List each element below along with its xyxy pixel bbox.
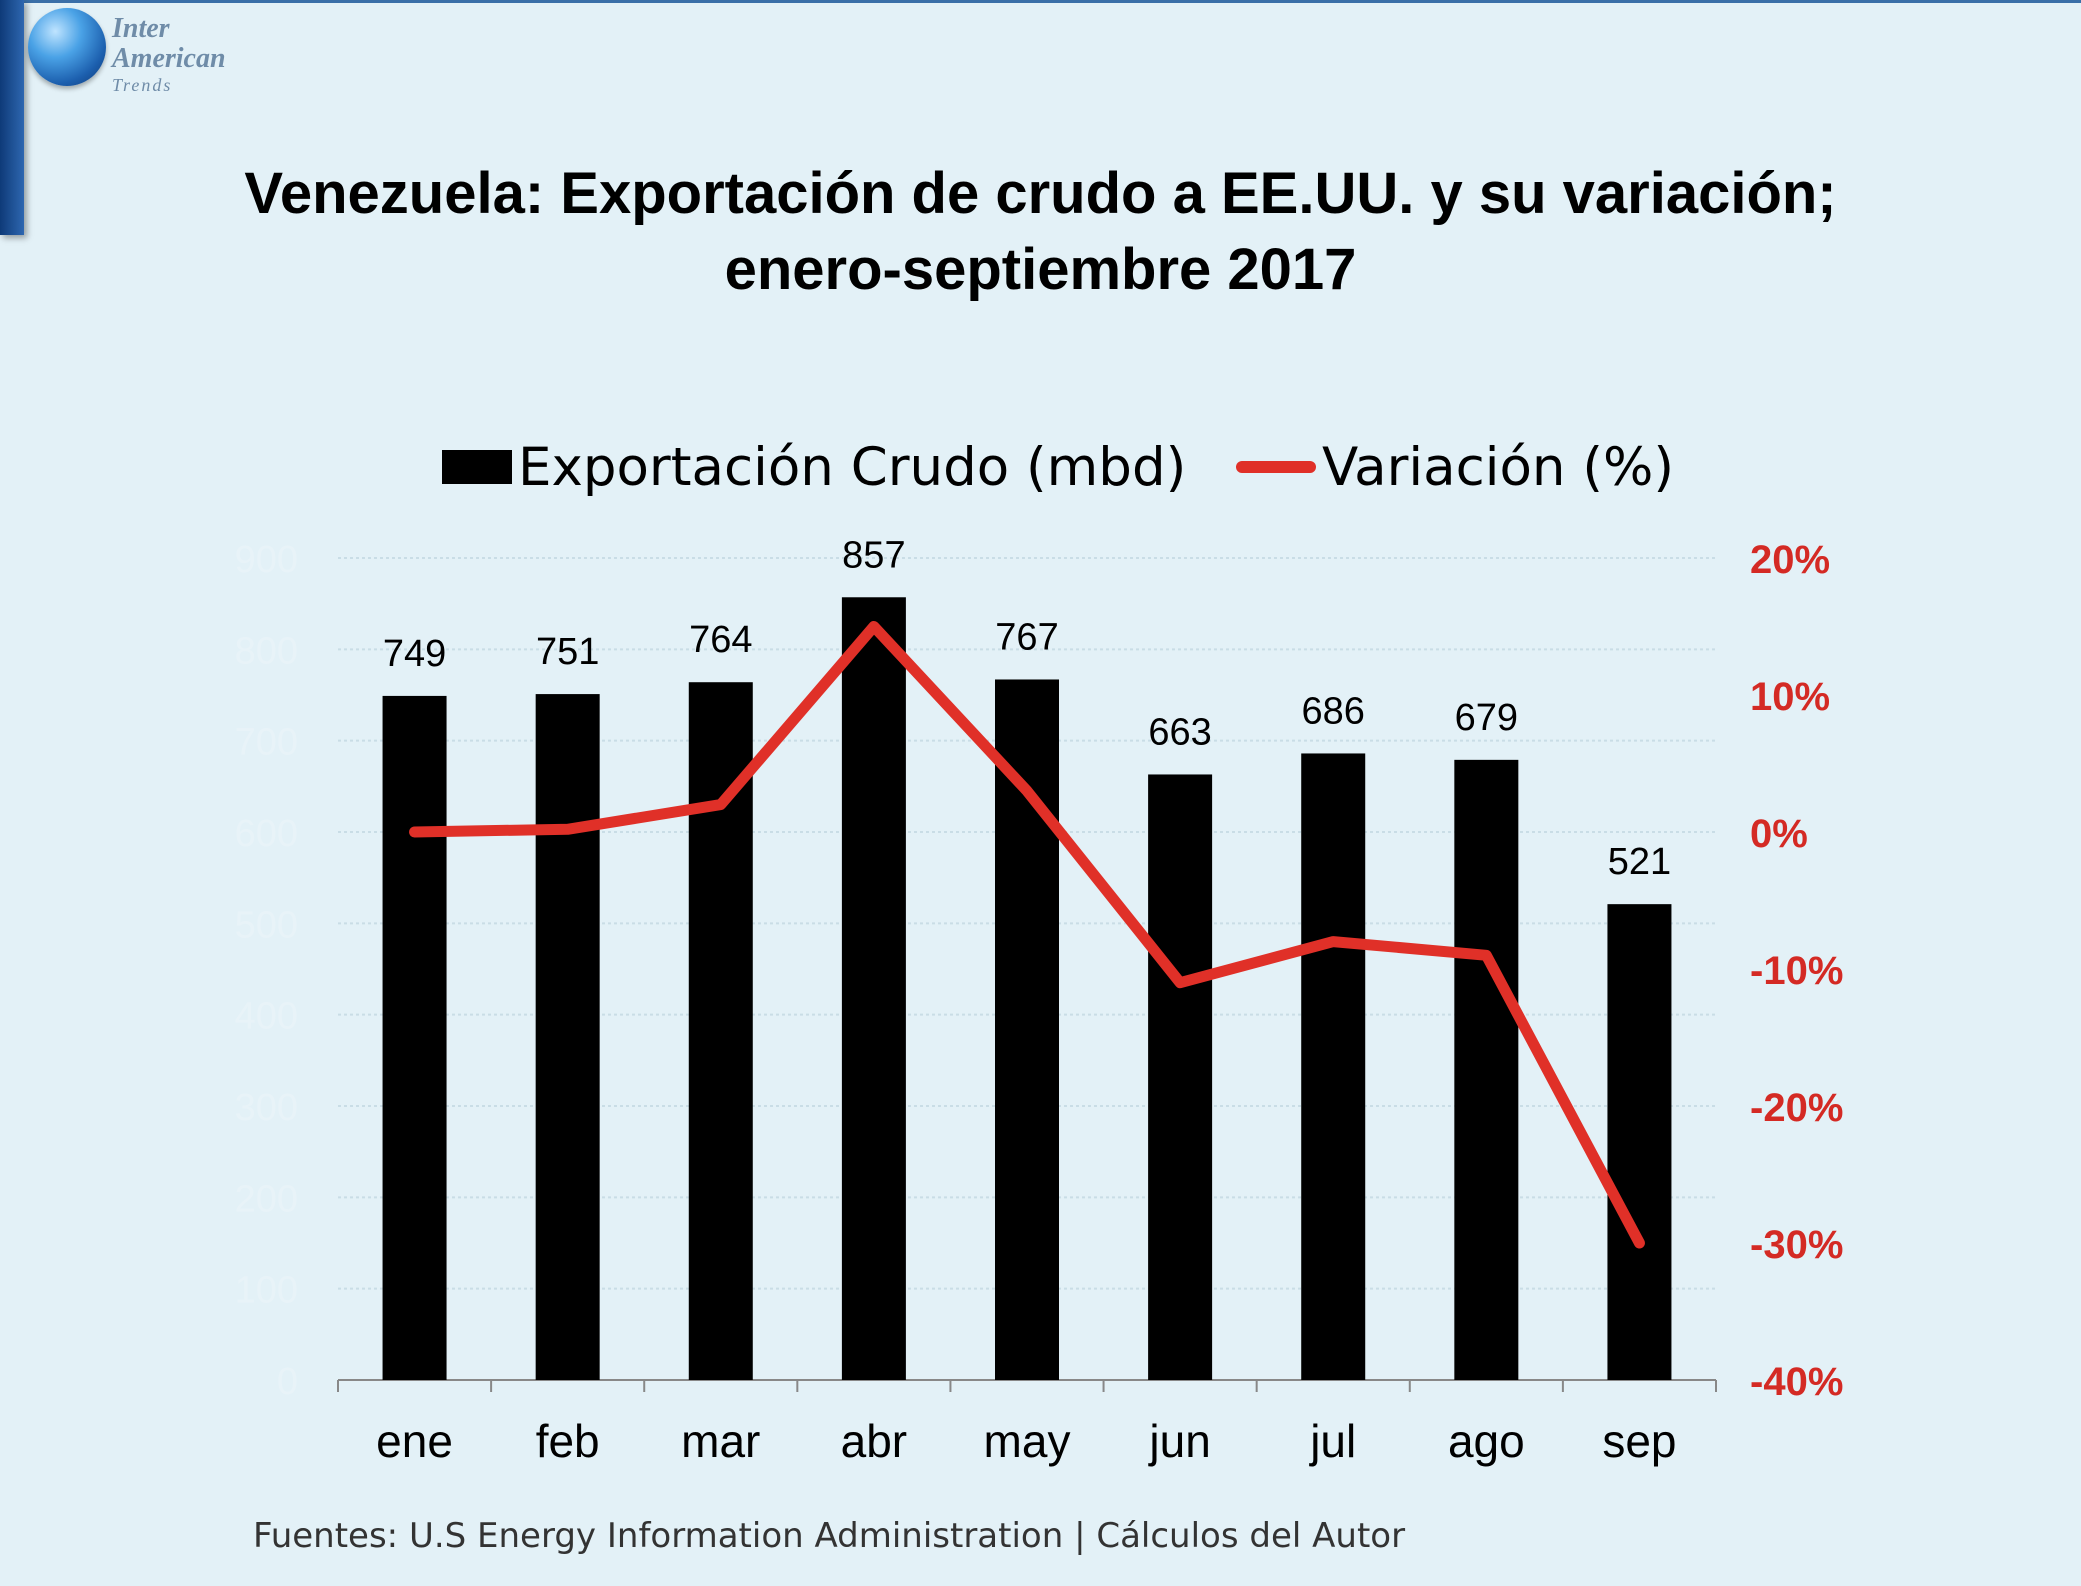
right-axis-tick-label: -20% [1750, 1086, 1843, 1130]
left-axis-tick-label: 900 [235, 539, 298, 581]
category-label: sep [1602, 1415, 1676, 1467]
bar [535, 694, 600, 1380]
left-axis-tick-label: 200 [235, 1178, 298, 1220]
left-axis-tick-label: 0 [277, 1361, 298, 1403]
right-axis-tick-label: 20% [1750, 538, 1830, 582]
variation-point [868, 621, 879, 632]
variation-point [1481, 950, 1492, 961]
variation-point [562, 824, 573, 835]
right-axis-tick-label: 10% [1750, 675, 1830, 719]
bar [1454, 759, 1519, 1380]
chart-title-line2: enero-septiembre 2017 [724, 237, 1357, 302]
logo-line3: Trends [112, 75, 173, 95]
bar [841, 597, 906, 1380]
left-axis-tick-label: 100 [235, 1270, 298, 1312]
left-accent-tab [0, 0, 24, 235]
bar-data-label: 764 [689, 619, 752, 661]
bar-data-label: 857 [842, 534, 905, 576]
category-label: may [984, 1415, 1071, 1467]
bar-data-label: 751 [536, 631, 599, 673]
bar [1148, 774, 1213, 1380]
legend-item-exports: Exportación Crudo (mbd) [442, 432, 1186, 502]
bar-data-label: 663 [1148, 711, 1211, 753]
left-axis-tick-label: 600 [235, 813, 298, 855]
logo-line1: Inter [112, 13, 170, 44]
right-axis-tick-label: 0% [1750, 812, 1808, 856]
category-label: abr [841, 1415, 907, 1467]
chart-title-line1: Venezuela: Exportación de crudo a EE.UU.… [244, 161, 1837, 226]
logo-line2: American [112, 43, 226, 74]
legend-swatch-bar [442, 450, 512, 484]
source-footnote: Fuentes: U.S Energy Information Administ… [253, 1516, 1406, 1556]
bar [382, 695, 447, 1380]
bar [1607, 904, 1672, 1380]
bar-data-label: 749 [383, 633, 446, 675]
legend-swatch-line [1236, 461, 1316, 473]
right-axis-tick-label: -30% [1750, 1223, 1843, 1267]
category-label: ene [376, 1415, 453, 1467]
left-axis-tick-label: 700 [235, 722, 298, 764]
inter-american-trends-logo: Inter American Trends [28, 8, 248, 98]
variation-point [409, 827, 420, 837]
left-axis-tick-label: 400 [235, 996, 298, 1038]
variation-point [1328, 936, 1339, 947]
category-label: mar [681, 1415, 760, 1467]
legend-item-variation: Variación (%) [1236, 432, 1674, 502]
top-border [0, 0, 2081, 3]
variation-point [715, 799, 726, 810]
category-label: jul [1308, 1415, 1356, 1467]
category-label: ago [1448, 1415, 1525, 1467]
bar [1301, 753, 1366, 1380]
left-axis-tick-label: 500 [235, 904, 298, 946]
category-label: feb [536, 1415, 600, 1467]
right-axis-tick-label: -40% [1750, 1360, 1843, 1404]
left-axis-tick-label: 300 [235, 1087, 298, 1129]
variation-point [1022, 785, 1032, 796]
bar-data-label: 679 [1455, 697, 1518, 739]
variation-point [1634, 1238, 1645, 1248]
left-axis-tick-label: 800 [235, 630, 298, 672]
bar-data-label: 521 [1608, 841, 1671, 883]
legend-label-variation: Variación (%) [1322, 436, 1675, 498]
legend-label-exports: Exportación Crudo (mbd) [518, 436, 1187, 498]
bar-data-label: 767 [995, 616, 1058, 658]
category-label: jun [1147, 1415, 1210, 1467]
globe-icon [28, 8, 106, 86]
logo-text: Inter American Trends [112, 14, 226, 96]
bar-data-label: 686 [1302, 690, 1365, 732]
right-axis-tick-label: -10% [1750, 949, 1843, 993]
variation-point [1175, 977, 1186, 988]
